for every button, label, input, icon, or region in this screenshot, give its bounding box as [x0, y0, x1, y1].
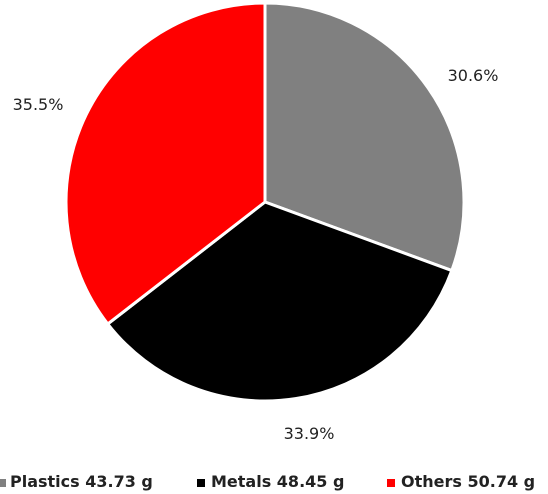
pie-slice-others — [64, 1, 267, 326]
legend-swatch-metals — [197, 479, 205, 487]
legend-label-plastics: Plastics 43.73 g — [10, 472, 153, 491]
legend-label-others: Others 50.74 g — [401, 472, 535, 491]
percent-label-plastics: 30.6% — [448, 66, 499, 85]
pie-slices — [64, 1, 466, 403]
pie-slice-metals — [106, 200, 454, 403]
legend-swatch-others — [387, 479, 395, 487]
legend-label-metals: Metals 48.45 g — [211, 472, 344, 491]
legend: Plastics 43.73 g Metals 48.45 g Others 5… — [0, 472, 535, 491]
percent-label-others: 35.5% — [13, 95, 64, 114]
legend-swatch-plastics — [0, 479, 6, 487]
percent-label-metals: 33.9% — [284, 424, 335, 443]
pie-slice-plastics — [263, 1, 466, 273]
